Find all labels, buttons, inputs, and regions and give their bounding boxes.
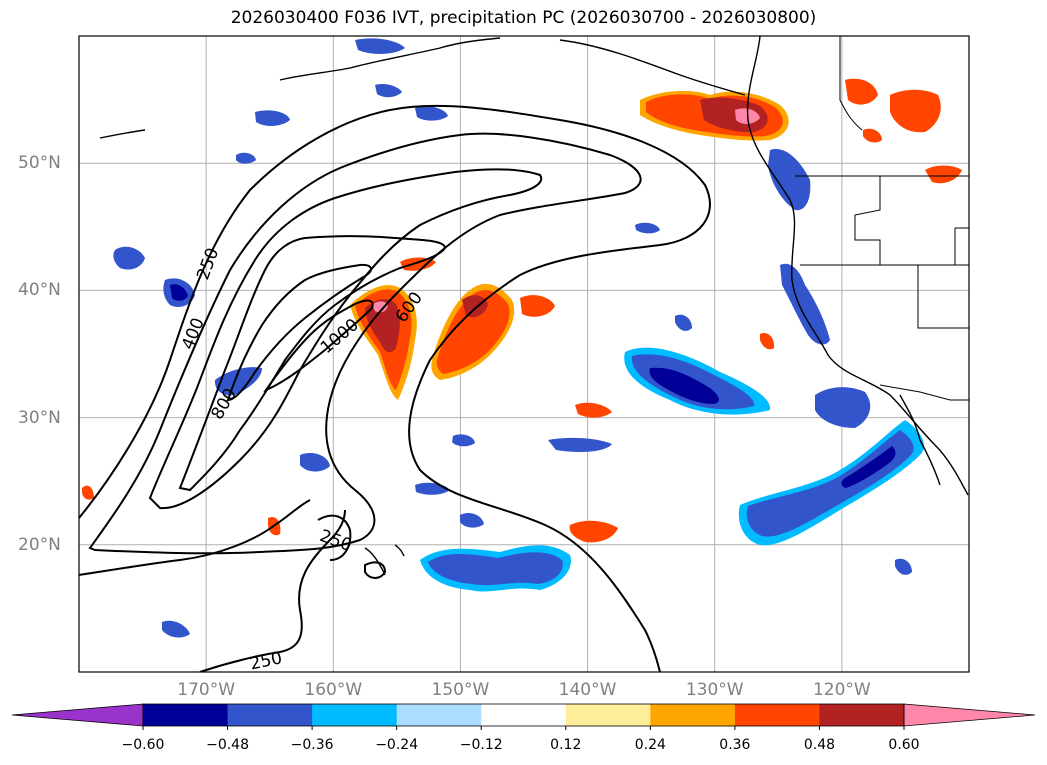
ivt-contours — [79, 104, 711, 672]
contour-label-7: 250 — [248, 648, 284, 674]
colorbar-bin-0 — [143, 704, 229, 726]
colorbar-tick-label-8: 0.48 — [803, 737, 836, 753]
political-borders — [795, 36, 969, 401]
colorbar-bin-7 — [734, 704, 820, 726]
colorbar-bin-6 — [650, 704, 736, 726]
colorbar-tick-label-5: 0.12 — [550, 737, 582, 753]
colorbar-bin-5 — [565, 704, 651, 726]
colorbar-tick-label-4: −0.12 — [459, 737, 503, 753]
lat-label-1: 40°N — [18, 280, 61, 301]
map-frame — [78, 35, 970, 673]
lat-label-2: 30°N — [18, 407, 61, 428]
colorbar-bin-3 — [396, 704, 482, 726]
colorbar-tick-label-7: 0.36 — [719, 737, 751, 753]
colorbar-tick-label-9: 0.60 — [888, 737, 920, 753]
colorbar-bin-8 — [819, 704, 905, 726]
map-title: 2026030400 F036 IVT, precipitation PC (2… — [230, 8, 817, 28]
colorbar-bin-4 — [481, 704, 567, 726]
lon-label-1: 160°W — [304, 680, 363, 700]
contour-label-4: 1000 — [317, 315, 363, 358]
lon-label-4: 130°W — [685, 680, 744, 700]
colorbar-tick-label-1: −0.48 — [206, 737, 249, 753]
lat-label-3: 20°N — [18, 534, 61, 555]
contour-label-1: 250 — [193, 245, 223, 282]
lon-label-3: 140°W — [558, 680, 617, 700]
colorbar-tick-label-6: 0.24 — [634, 737, 666, 753]
colorbar — [11, 703, 1036, 730]
colorbar-frame — [142, 703, 905, 727]
lat-label-0: 50°N — [18, 153, 61, 174]
lon-label-0: 170°W — [177, 680, 236, 700]
lon-label-2: 150°W — [431, 680, 490, 700]
colorbar-extend-low — [11, 703, 144, 727]
lon-label-5: 120°W — [812, 680, 871, 700]
positive-precip-areas — [82, 78, 962, 543]
colorbar-tick-label-3: −0.24 — [375, 737, 419, 753]
colorbar-bin-1 — [227, 704, 313, 726]
negative-precip-areas — [113, 38, 925, 638]
coastlines — [99, 36, 969, 576]
colorbar-tick-label-2: −0.36 — [290, 737, 334, 753]
contour-label-6: 250 — [317, 526, 354, 556]
colorbar-extend-high — [903, 703, 1036, 727]
colorbar-tick-label-0: −0.60 — [121, 737, 165, 753]
colorbar-bin-2 — [312, 704, 398, 726]
